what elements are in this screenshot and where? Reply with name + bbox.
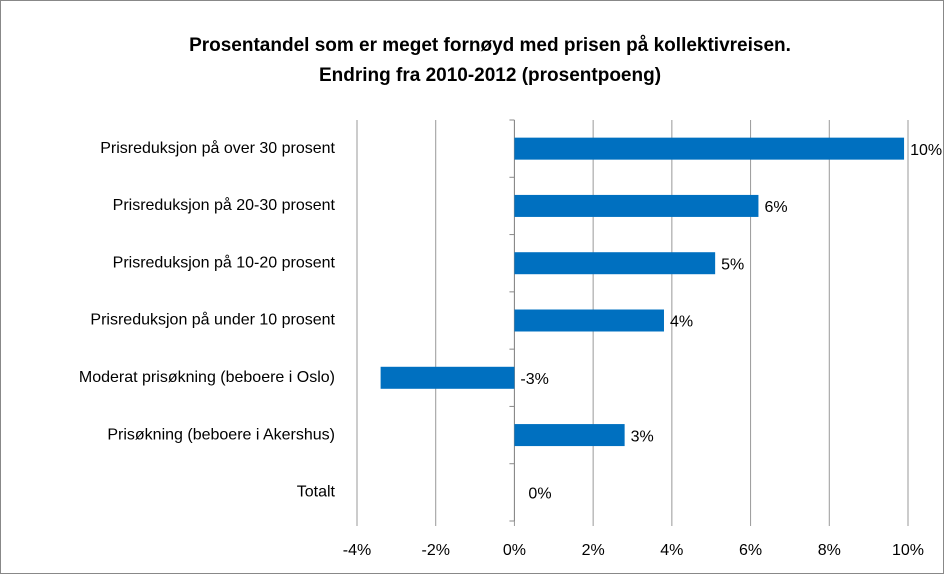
y-tick-label: Prisøkning (beboere i Akershus) — [107, 426, 335, 443]
bar — [514, 424, 625, 447]
chart-subtitle: Endring fra 2010-2012 (prosentpoeng) — [319, 65, 661, 86]
bar — [514, 309, 664, 332]
y-tick-label: Prisreduksjon på 20-30 prosent — [113, 196, 336, 214]
y-tick-label: Prisreduksjon på over 30 prosent — [100, 139, 335, 157]
bar — [514, 194, 759, 217]
y-tick-label: Totalt — [297, 484, 336, 501]
data-label: 3% — [631, 428, 654, 445]
data-label: 4% — [670, 314, 693, 331]
data-label: 6% — [764, 199, 787, 216]
data-label: 10% — [910, 142, 942, 159]
data-label: 5% — [721, 256, 744, 273]
bar — [380, 366, 515, 389]
data-label: 0% — [528, 486, 551, 503]
x-tick-label: 0% — [503, 542, 526, 559]
y-tick-label: Prisreduksjon på under 10 prosent — [90, 311, 335, 329]
x-tick-label: 2% — [582, 542, 605, 559]
x-tick-label: 10% — [892, 542, 924, 559]
y-tick-label: Moderat prisøkning (beboere i Oslo) — [79, 369, 335, 386]
data-label: -3% — [520, 371, 548, 388]
bar — [514, 252, 716, 275]
chart-title: Prosentandel som er meget fornøyd med pr… — [189, 35, 791, 56]
y-tick-label: Prisreduksjon på 10-20 prosent — [113, 253, 336, 271]
x-tick-label: 6% — [739, 542, 762, 559]
x-tick-label: 4% — [660, 542, 683, 559]
x-tick-label: -4% — [343, 542, 371, 559]
x-tick-label: 8% — [818, 542, 841, 559]
bar — [514, 137, 905, 160]
x-tick-label: -2% — [421, 542, 449, 559]
